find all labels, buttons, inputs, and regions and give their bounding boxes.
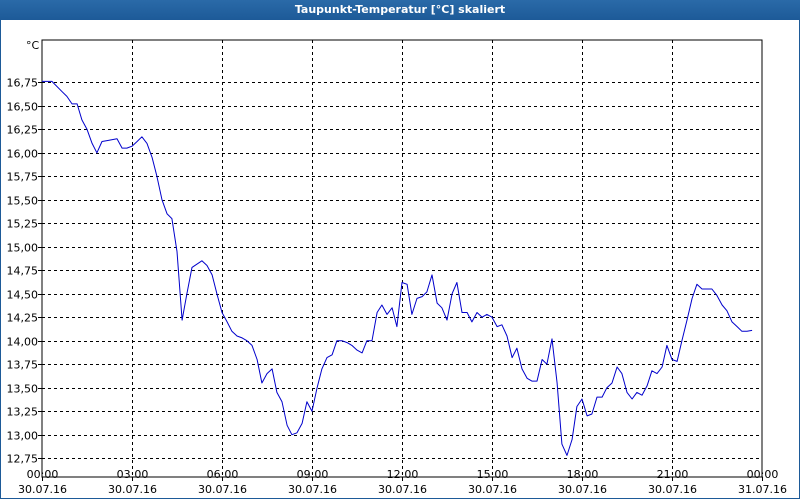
x-tick-time: 06:00: [207, 468, 239, 481]
x-tick-date: 30.07.16: [648, 483, 697, 496]
y-tick-label: 15,00: [7, 242, 39, 255]
x-tick-date: 30.07.16: [198, 483, 247, 496]
x-tick-time: 21:00: [657, 468, 689, 481]
series-line: [42, 80, 753, 456]
x-tick-time: 18:00: [567, 468, 599, 481]
y-tick-label: 13,75: [7, 359, 39, 372]
y-tick-label: 13,00: [7, 430, 39, 443]
x-tick-date: 31.07.16: [738, 483, 787, 496]
y-tick-label: 13,50: [7, 383, 39, 396]
grid-layer: [38, 40, 763, 481]
chart-title: Taupunkt-Temperatur [°C] skaliert: [0, 0, 800, 20]
y-axis-unit: °C: [26, 39, 40, 52]
y-tick-label: 15,50: [7, 195, 39, 208]
x-axis-labels: 00:00 30.07.16 03:00 30.07.16 06:00 30.07.16 0…: [18, 468, 787, 496]
x-tick-time: 12:00: [387, 468, 419, 481]
y-tick-label: 14,50: [7, 289, 39, 302]
y-tick-label: 14,00: [7, 336, 39, 349]
x-tick-time: 15:00: [477, 468, 509, 481]
y-tick-label: 14,75: [7, 265, 39, 278]
series-layer: [42, 80, 753, 456]
y-tick-label: 12,75: [7, 453, 39, 466]
x-tick-date: 30.07.16: [468, 483, 517, 496]
x-tick-date: 30.07.16: [108, 483, 157, 496]
y-tick-label: 16,75: [7, 77, 39, 90]
x-tick-date: 30.07.16: [558, 483, 607, 496]
y-tick-label: 14,25: [7, 312, 39, 325]
line-chart: 16,75 16,50 16,25 16,00 15,75 15,50 15,25 15,00…: [7, 39, 787, 496]
chart-frame: 16,75 16,50 16,25 16,00 15,75 15,50 15,25 15,00…: [0, 20, 800, 499]
x-tick-time: 00:00: [747, 468, 779, 481]
x-tick-date: 30.07.16: [288, 483, 337, 496]
x-tick-time: 09:00: [297, 468, 329, 481]
y-tick-label: 13,25: [7, 406, 39, 419]
x-tick-date: 30.07.16: [378, 483, 427, 496]
y-axis-labels: 16,75 16,50 16,25 16,00 15,75 15,50 15,25 15,00…: [7, 77, 39, 466]
y-tick-label: 15,75: [7, 171, 39, 184]
x-tick-time: 00:00: [27, 468, 59, 481]
x-tick-date: 30.07.16: [18, 483, 67, 496]
y-tick-label: 16,00: [7, 148, 39, 161]
y-tick-label: 15,25: [7, 218, 39, 231]
y-tick-label: 16,50: [7, 101, 39, 114]
x-tick-time: 03:00: [117, 468, 149, 481]
y-tick-label: 16,25: [7, 124, 39, 137]
